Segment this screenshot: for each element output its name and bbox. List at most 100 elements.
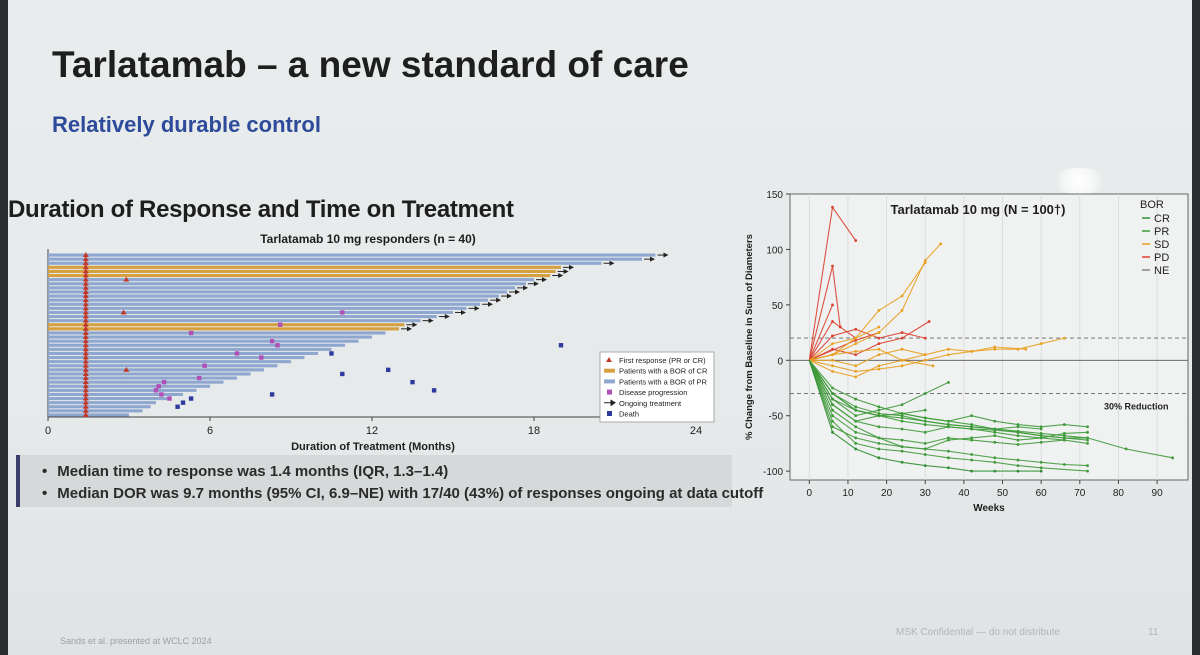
first-response-marker	[82, 272, 89, 278]
first-response-marker	[123, 276, 130, 282]
first-response-marker	[82, 313, 89, 319]
progression-marker	[197, 375, 202, 381]
trajectory-point	[923, 392, 927, 395]
trajectory-point	[900, 336, 904, 340]
trajectory-point	[831, 430, 834, 434]
trajectory-point	[877, 436, 881, 440]
trajectory-point	[1016, 458, 1020, 462]
treatment-bar	[48, 409, 143, 413]
first-response-marker	[82, 305, 89, 311]
first-response-marker	[82, 407, 89, 413]
first-response-marker	[82, 403, 89, 409]
x-tick-label: 20	[881, 488, 893, 499]
trajectory-point	[877, 442, 881, 445]
trajectory-point	[900, 416, 904, 420]
trajectory-point	[877, 325, 881, 329]
first-response-marker	[123, 366, 130, 372]
treatment-bar	[48, 343, 345, 347]
trajectory-point	[1062, 423, 1066, 426]
legend-symbol-ongoing	[604, 399, 616, 407]
trajectory-point	[1024, 347, 1028, 351]
legend-label: PD	[1154, 252, 1169, 264]
trajectory-point	[877, 331, 881, 334]
trajectory-point	[854, 436, 858, 440]
trajectory-point	[877, 342, 881, 346]
trajectory-point	[900, 331, 904, 334]
trajectory-point	[831, 419, 834, 423]
trajectory-point	[1039, 466, 1043, 470]
trajectory-point	[877, 408, 881, 412]
trajectory-point	[1016, 443, 1020, 446]
trajectory-point	[923, 423, 927, 426]
legend-label: Ongoing treatment	[619, 399, 682, 408]
treatment-bar	[48, 396, 170, 401]
confidential-notice: MSK Confidential — do not distribute	[896, 627, 1060, 638]
trajectory-point	[854, 350, 858, 353]
trajectory-point	[900, 364, 904, 368]
treatment-bar	[48, 335, 372, 339]
trajectory-point	[854, 414, 858, 418]
trajectory-point	[900, 419, 904, 423]
trajectory-point	[854, 239, 858, 242]
trajectory-point	[900, 449, 904, 453]
y-tick-label: 50	[772, 301, 784, 312]
trajectory-point	[900, 412, 904, 415]
trajectory-point	[1086, 438, 1089, 442]
trajectory-point	[831, 392, 834, 395]
trajectory-point	[1016, 425, 1020, 429]
y-tick-label: 150	[766, 190, 783, 201]
trajectory-point	[1171, 456, 1174, 460]
trajectory-point	[923, 464, 927, 467]
trajectory-point	[854, 447, 858, 451]
trajectory-point	[854, 327, 858, 331]
trajectory-point	[993, 456, 997, 460]
first-response-marker	[120, 309, 127, 315]
page-number: 11	[1148, 627, 1159, 638]
glare-top	[1048, 168, 1110, 194]
trajectory-point	[993, 460, 997, 464]
treatment-bar	[48, 372, 251, 376]
first-response-marker	[82, 375, 89, 381]
x-tick-label: 50	[997, 488, 1009, 499]
trajectory-point	[947, 423, 950, 426]
trajectory-point	[900, 294, 904, 298]
x-tick-label: 24	[690, 425, 702, 437]
trajectory-point	[877, 367, 881, 371]
treatment-bar	[48, 253, 656, 257]
treatment-bar	[48, 351, 318, 356]
trajectory-point	[831, 386, 834, 390]
trajectory-point	[1062, 436, 1066, 440]
first-response-marker	[82, 366, 89, 372]
progression-marker	[234, 351, 240, 356]
treatment-bar	[48, 331, 386, 335]
trajectory-point	[970, 453, 974, 456]
first-response-marker	[82, 338, 89, 344]
ongoing-arrowhead	[663, 252, 669, 258]
y-tick-label: 0	[777, 356, 783, 367]
treatment-bar	[48, 376, 237, 380]
ongoing-arrowhead	[444, 314, 450, 320]
trajectory-point	[947, 381, 950, 384]
trajectory-point	[970, 458, 974, 462]
trajectory-point	[900, 460, 904, 464]
trajectory-point	[854, 336, 858, 340]
trajectory-point	[854, 430, 858, 434]
trajectory-point	[1062, 434, 1066, 438]
treatment-bar	[48, 257, 642, 261]
ongoing-arrowhead	[412, 322, 418, 328]
progression-marker	[159, 392, 164, 397]
trajectory-point	[831, 425, 834, 429]
ongoing-arrowhead	[407, 326, 412, 332]
trajectory-point	[854, 364, 858, 368]
patient-trajectory	[808, 304, 834, 361]
trajectory-point	[947, 419, 950, 423]
treatment-bar	[48, 290, 507, 294]
first-response-marker	[82, 280, 89, 286]
trajectory-point	[877, 405, 881, 409]
ongoing-arrowhead	[650, 256, 655, 262]
trajectory-point	[1039, 460, 1043, 464]
death-marker	[386, 367, 391, 373]
trajectory-point	[923, 353, 927, 357]
patient-trajectory	[808, 360, 926, 422]
trajectory-point	[854, 353, 858, 357]
